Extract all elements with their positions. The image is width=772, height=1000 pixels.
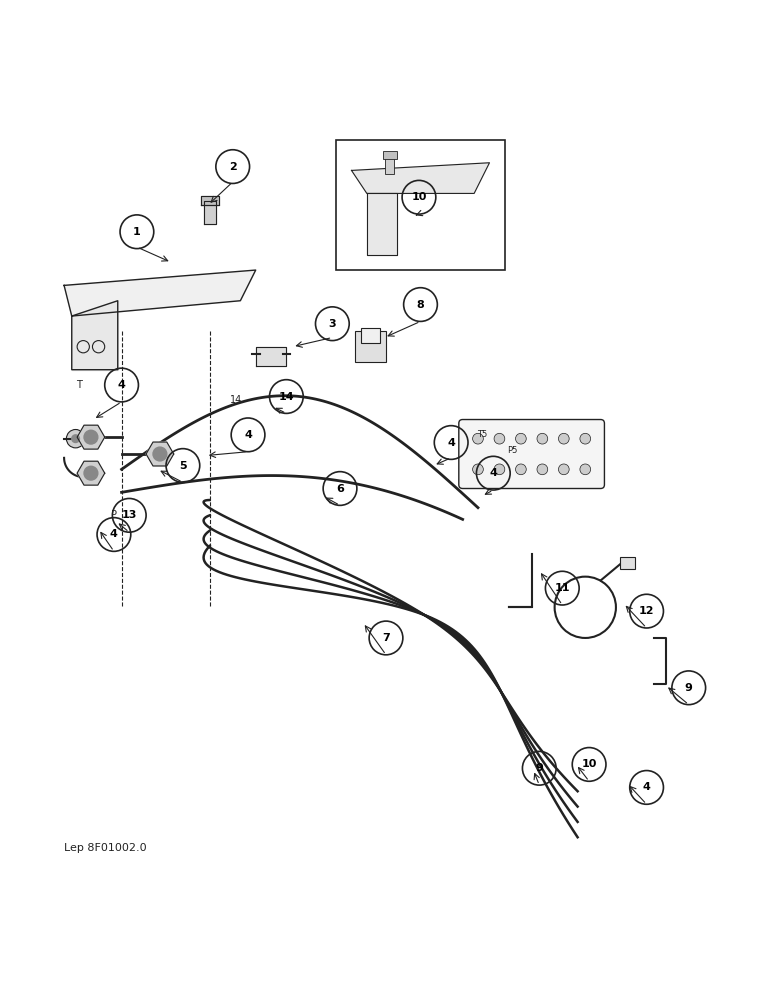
- FancyBboxPatch shape: [459, 420, 604, 489]
- Text: 10: 10: [411, 192, 427, 202]
- Text: 12: 12: [639, 606, 655, 616]
- Text: 4: 4: [447, 438, 455, 448]
- Circle shape: [537, 464, 547, 475]
- Text: 9: 9: [535, 763, 543, 773]
- Circle shape: [472, 464, 483, 475]
- Polygon shape: [72, 301, 118, 370]
- Text: 14: 14: [279, 392, 294, 402]
- Polygon shape: [77, 425, 105, 449]
- Circle shape: [66, 429, 85, 448]
- Text: 5: 5: [179, 461, 187, 471]
- Text: T: T: [76, 380, 83, 390]
- Text: Lep 8F01002.0: Lep 8F01002.0: [64, 843, 147, 853]
- Circle shape: [537, 433, 547, 444]
- Text: 13: 13: [121, 510, 137, 520]
- Circle shape: [84, 430, 98, 444]
- Polygon shape: [367, 193, 398, 255]
- Text: 6: 6: [336, 484, 344, 494]
- Polygon shape: [77, 461, 105, 485]
- Circle shape: [472, 433, 483, 444]
- Circle shape: [494, 464, 505, 475]
- Text: 7: 7: [382, 633, 390, 643]
- Bar: [204, 201, 216, 224]
- Text: 10: 10: [581, 759, 597, 769]
- Text: 4: 4: [117, 380, 126, 390]
- Bar: [383, 151, 397, 159]
- Text: 4: 4: [642, 782, 651, 792]
- Circle shape: [516, 464, 527, 475]
- Bar: [336, 140, 505, 270]
- Circle shape: [84, 466, 98, 480]
- Text: P: P: [111, 510, 117, 520]
- Circle shape: [558, 464, 569, 475]
- Text: 8: 8: [417, 300, 425, 310]
- Circle shape: [558, 433, 569, 444]
- Text: 2: 2: [229, 162, 236, 172]
- Text: 1: 1: [133, 227, 141, 237]
- Polygon shape: [351, 163, 489, 193]
- Bar: [361, 328, 380, 343]
- Bar: [201, 196, 219, 205]
- Circle shape: [580, 464, 591, 475]
- Text: T5: T5: [476, 430, 487, 439]
- Text: 3: 3: [329, 319, 336, 329]
- Text: P5: P5: [507, 446, 518, 455]
- Polygon shape: [146, 442, 174, 466]
- Text: 9: 9: [685, 683, 692, 693]
- Text: 14: 14: [230, 395, 242, 405]
- Bar: [256, 347, 286, 366]
- Circle shape: [72, 435, 80, 443]
- Text: 4: 4: [110, 529, 118, 539]
- Circle shape: [516, 433, 527, 444]
- Bar: [620, 557, 635, 569]
- Bar: [385, 155, 394, 174]
- Circle shape: [580, 433, 591, 444]
- Circle shape: [153, 447, 167, 461]
- Text: 4: 4: [489, 468, 497, 478]
- Text: 11: 11: [554, 583, 570, 593]
- Polygon shape: [64, 270, 256, 316]
- Circle shape: [494, 433, 505, 444]
- Text: 4: 4: [244, 430, 252, 440]
- Bar: [355, 331, 386, 362]
